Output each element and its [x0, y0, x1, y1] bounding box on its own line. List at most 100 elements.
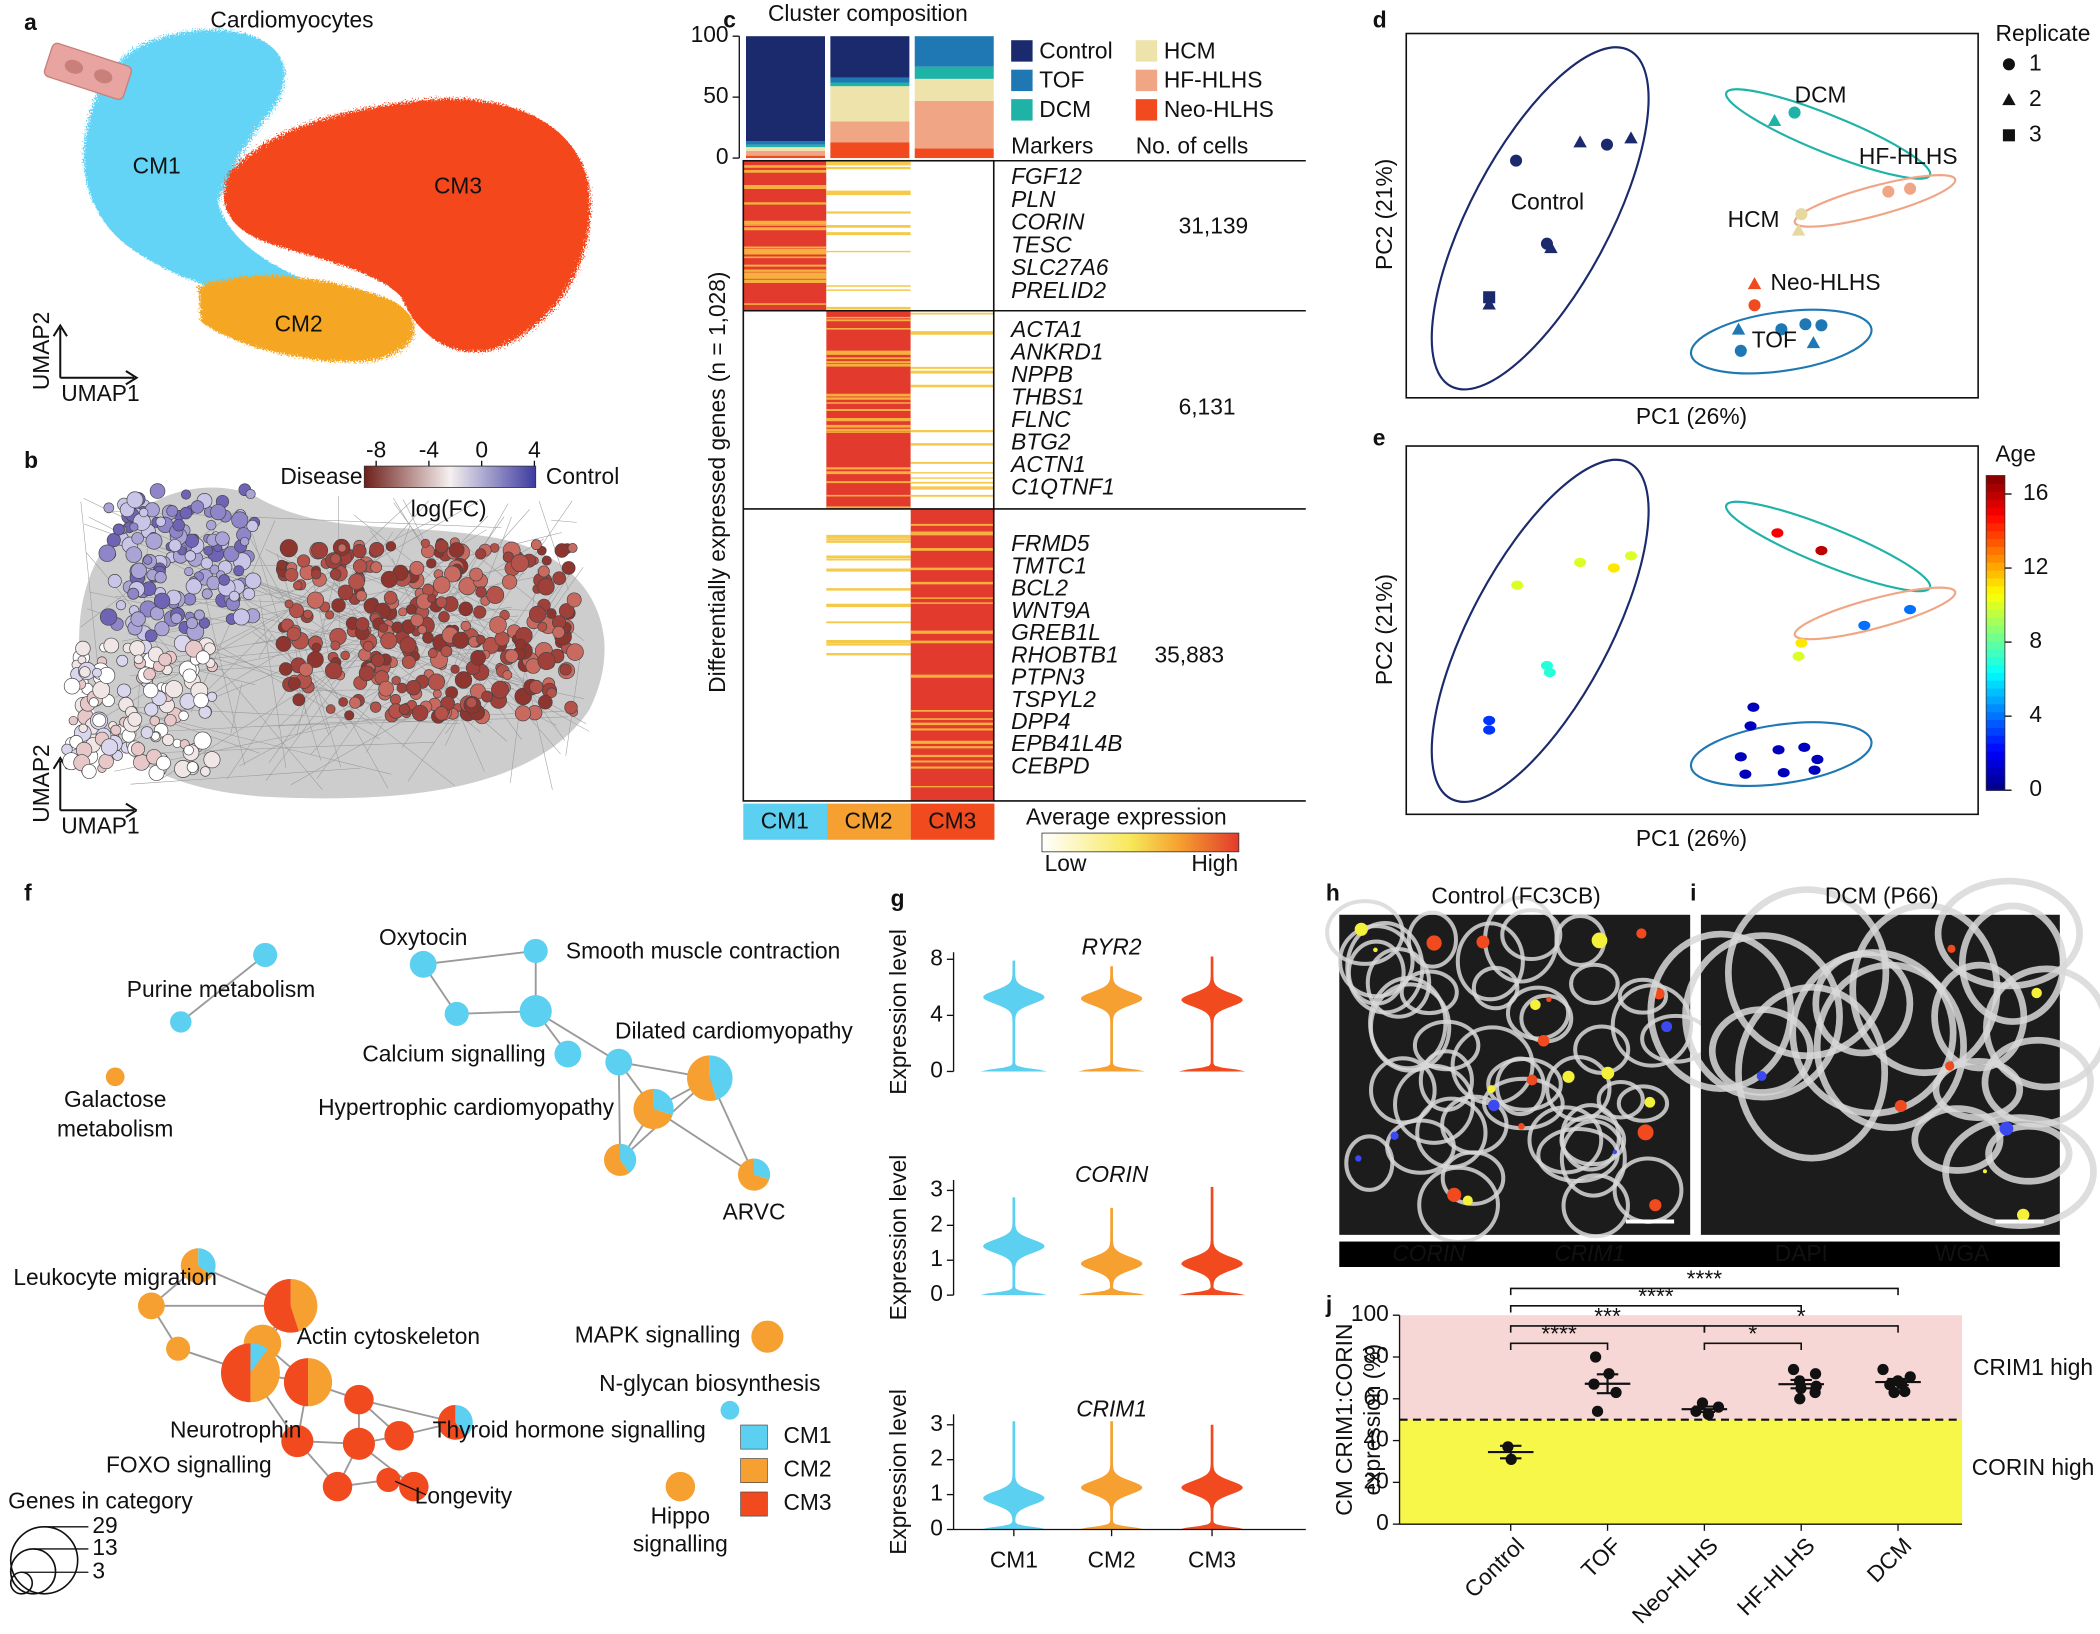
signal-dot [1487, 1085, 1496, 1094]
gene-node [311, 542, 329, 559]
colorbar-step [1986, 687, 2005, 697]
pathway-label: ARVC [723, 1198, 786, 1224]
plot-frame [1405, 32, 1979, 399]
pathway-label: Neurotrophin [170, 1417, 302, 1443]
gene-node [116, 683, 132, 698]
cluster-label: CM2 [845, 807, 893, 833]
gene-node [537, 565, 550, 578]
gene-node [385, 541, 397, 552]
gene-node [561, 561, 576, 575]
gene-node [81, 763, 97, 779]
edge [230, 683, 242, 734]
gene-node [131, 532, 144, 545]
signal-dot [2017, 1208, 2030, 1222]
signal-dot [1390, 1131, 1399, 1140]
bar-segment [914, 78, 994, 101]
colorbar-step [1986, 782, 2005, 791]
gene-node [162, 733, 175, 747]
pathway-node-slice [180, 1248, 213, 1284]
group-label: HF-HLHS [1859, 143, 1958, 169]
cluster-label: CM1 [133, 152, 181, 178]
gene-node [330, 553, 341, 565]
tick-label: 4 [528, 436, 541, 462]
gene-node [143, 555, 153, 565]
cell-outline [1406, 910, 1458, 969]
gene-node [401, 655, 416, 669]
gene-node [223, 546, 240, 562]
gene-node [100, 738, 119, 756]
group-label: Neo-HLHS [1771, 269, 1881, 295]
point [1794, 1393, 1806, 1405]
heat-block [826, 160, 911, 311]
gene-node [355, 590, 367, 602]
gene-node [233, 565, 245, 577]
pathway-label: Longevity [415, 1482, 513, 1508]
point [1543, 667, 1556, 678]
point [1603, 1368, 1615, 1380]
gene-node [552, 625, 565, 639]
pathway-label: Thyroid hormone signalling [433, 1417, 706, 1443]
x-axis-label: PC1 (26%) [1636, 825, 1747, 851]
signal-dot [2031, 987, 2042, 999]
colorbar-step [1986, 522, 2005, 532]
gene-node [433, 576, 451, 594]
gene-node [232, 608, 250, 626]
signal-dot [1644, 1096, 1656, 1108]
gene-label: BTG2 [1011, 428, 1071, 454]
signal-dot [1612, 1149, 1618, 1155]
x-tick-label: Neo-HLHS [1627, 1532, 1723, 1628]
significance-label: *** [1594, 1303, 1621, 1329]
gene-node [92, 667, 102, 678]
gene-node [369, 541, 385, 557]
gene-node [240, 537, 250, 547]
gene-node [410, 613, 424, 627]
y-tick-label: 60 [1364, 1384, 1389, 1410]
gene-node [411, 704, 429, 722]
point [1808, 765, 1821, 775]
gene-label: TMTC1 [1011, 552, 1087, 578]
pathway-node [605, 1048, 633, 1076]
point [1798, 742, 1811, 752]
panel-label: c [723, 6, 736, 32]
significance-label: * [1748, 1320, 1757, 1346]
point [1904, 182, 1917, 195]
pathway-label: FOXO signalling [106, 1452, 272, 1478]
gene-node [246, 520, 259, 532]
gene-label: FLNC [1011, 406, 1071, 432]
pathway-node [519, 995, 552, 1028]
pathway-node-slice [220, 1343, 251, 1403]
y-tick-label: 80 [1364, 1342, 1389, 1368]
gene-node [184, 566, 194, 577]
pathway-label: Dilated cardiomyopathy [615, 1018, 853, 1044]
pathway-label: Hypertrophic cardiomyopathy [318, 1094, 615, 1120]
gene-node [92, 681, 111, 699]
edge [80, 501, 98, 660]
pathway-node [554, 1040, 582, 1068]
point [1589, 1351, 1602, 1363]
cell-count: 31,139 [1179, 213, 1249, 239]
signal-dot [1354, 922, 1368, 936]
point [1505, 1453, 1517, 1466]
point [1806, 336, 1821, 349]
pathway-label: Oxytocin [379, 924, 468, 950]
y-axis-label: Expression level [885, 929, 911, 1095]
bar-segment [914, 36, 994, 67]
gene-node [510, 554, 529, 573]
gene-node [399, 636, 417, 654]
gene-node [206, 520, 217, 531]
point [1904, 1371, 1916, 1383]
heat-block [743, 310, 827, 509]
cell-outline [1495, 1056, 1546, 1117]
colorbar-step [1986, 546, 2005, 555]
colorbar-step [1986, 585, 2005, 595]
gene-node [481, 690, 494, 703]
colorbar-step [1986, 695, 2005, 705]
cell-outline [1985, 1122, 2073, 1185]
point [1809, 1386, 1821, 1399]
colorbar-step [1986, 483, 2005, 492]
cluster-cm2 [198, 275, 415, 362]
edge [165, 710, 563, 732]
gene-label: FRMD5 [1011, 530, 1090, 556]
cell-outline [1682, 932, 1843, 1101]
